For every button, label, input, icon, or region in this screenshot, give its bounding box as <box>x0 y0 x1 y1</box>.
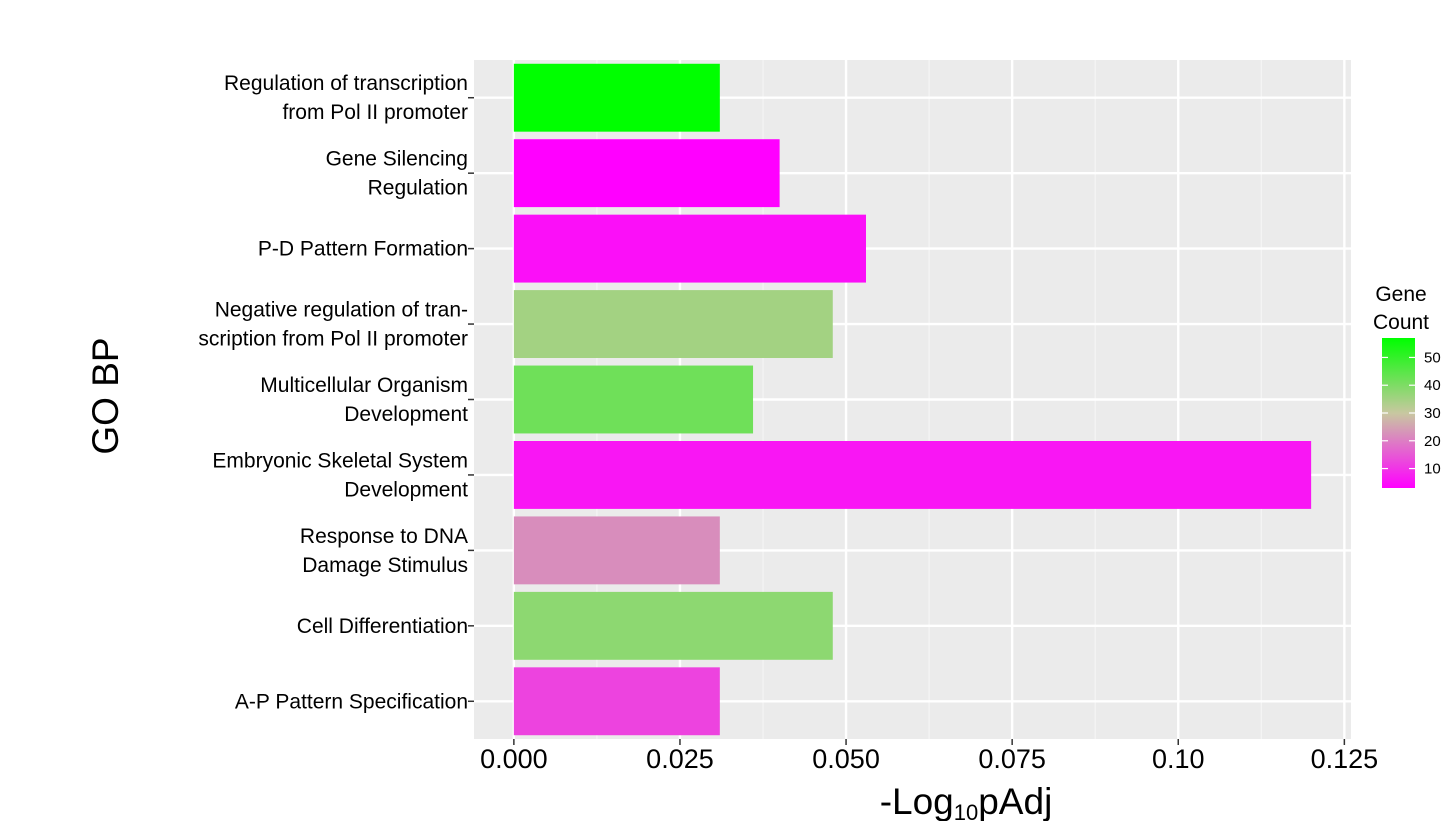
y-tick-label-line: Regulation of transcription <box>224 72 468 95</box>
colorbar-tick-label: 10 <box>1424 461 1441 478</box>
bar <box>513 591 833 660</box>
y-tick-label: Multicellular Organism Development <box>260 374 468 426</box>
colorbar-tick-label: 20 <box>1424 433 1441 450</box>
colorbar-ticks: 10 20 30 40 50 <box>1382 349 1441 478</box>
y-axis-labels: Regulation of transcription from Pol II p… <box>198 72 468 713</box>
y-tick-label-line: scription from Pol II promoter <box>198 328 468 351</box>
bar <box>513 63 720 132</box>
y-tick-label: Gene Silencing Regulation <box>326 148 468 200</box>
grid-major-lines <box>474 60 1351 739</box>
bar <box>513 440 1312 509</box>
y-tick-label: P-D Pattern Formation <box>258 238 468 261</box>
bars-group <box>513 63 1312 736</box>
bar <box>513 365 754 434</box>
x-tick-label: 0.075 <box>978 744 1046 774</box>
y-tick-label-line: Response to DNA <box>300 525 468 548</box>
x-tick-label: 0.000 <box>480 744 548 774</box>
y-tick-label-line: Damage Stimulus <box>302 554 468 577</box>
bar <box>513 290 833 359</box>
y-tick-label: Negative regulation of tran-scription fr… <box>198 299 468 351</box>
x-tick-label: 0.125 <box>1311 744 1379 774</box>
x-axis-labels: 0.000 0.025 0.050 0.075 0.10 0.125 <box>480 744 1378 774</box>
y-tick-label-line: from Pol II promoter <box>282 101 468 124</box>
bar <box>513 214 866 283</box>
x-tick-label: 0.050 <box>812 744 880 774</box>
y-tick-label-line: Multicellular Organism <box>260 374 468 397</box>
y-tick-label-line: Development <box>344 478 468 501</box>
x-axis-title-subscript: 10 <box>954 800 978 821</box>
y-tick-label-line: Regulation <box>368 177 468 200</box>
x-axis-ticks <box>513 739 1346 745</box>
colorbar-tick-label: 30 <box>1424 405 1441 422</box>
legend-title-line2: Count <box>1373 311 1429 334</box>
y-tick-label-line: Cell Differentiation <box>297 615 468 638</box>
y-tick-label-line: A-P Pattern Specification <box>235 690 468 713</box>
y-axis-ticks <box>468 96 474 703</box>
x-axis-title: -Log10pAdj <box>880 781 1053 821</box>
y-tick-label-line: Development <box>344 403 468 426</box>
bar <box>513 139 780 208</box>
x-tick-label: 0.10 <box>1152 744 1205 774</box>
color-legend: Gene Count 10 20 30 40 50 <box>1373 283 1441 488</box>
y-tick-label-line: Negative regulation of tran- <box>215 299 468 322</box>
y-axis-title: GO BP <box>85 337 126 454</box>
y-tick-label-line: Gene Silencing <box>326 148 468 171</box>
y-tick-label: Response to DNA Damage Stimulus <box>300 525 468 577</box>
y-tick-label: Cell Differentiation <box>297 615 468 638</box>
y-tick-label: Regulation of transcription from Pol II p… <box>224 72 468 124</box>
x-tick-label: 0.025 <box>646 744 714 774</box>
y-tick-label-line: Embryonic Skeletal System <box>212 449 468 472</box>
legend-title-line1: Gene <box>1375 283 1426 306</box>
colorbar-tick-label: 50 <box>1424 349 1441 366</box>
y-tick-label: Embryonic Skeletal System Development <box>212 449 468 501</box>
bar <box>513 667 720 736</box>
y-tick-label-line: P-D Pattern Formation <box>258 238 468 261</box>
y-tick-label: A-P Pattern Specification <box>235 690 468 713</box>
bar <box>513 516 720 585</box>
colorbar-tick-label: 40 <box>1424 377 1441 394</box>
